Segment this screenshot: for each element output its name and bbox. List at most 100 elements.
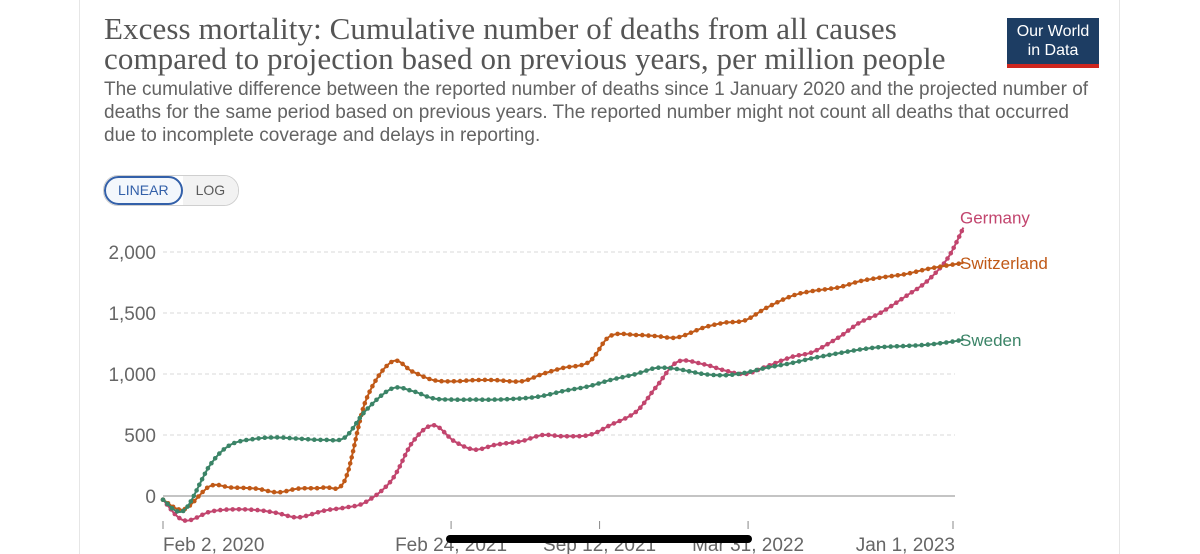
data-point-marker (338, 483, 344, 489)
data-point-marker (600, 341, 605, 347)
data-point-marker (894, 300, 899, 306)
data-point-marker (347, 461, 353, 466)
data-point-marker (470, 377, 475, 383)
data-point-marker (617, 418, 622, 424)
data-point-marker (883, 274, 888, 280)
data-point-marker (262, 435, 268, 441)
data-point-marker (644, 368, 649, 373)
data-point-marker (199, 477, 205, 482)
data-point-marker (405, 447, 411, 453)
data-point-marker (188, 499, 194, 504)
data-point-marker (604, 336, 609, 342)
data-point-marker (851, 348, 857, 353)
series-label-switzerland: Switzerland (960, 254, 1048, 273)
data-point-marker (221, 447, 227, 452)
data-point-marker (384, 363, 389, 369)
data-point-marker (649, 390, 654, 396)
data-point-marker (858, 278, 864, 284)
data-point-marker (753, 312, 759, 317)
data-point-marker (479, 446, 485, 452)
data-point-marker (346, 467, 352, 472)
data-point-marker (250, 436, 255, 442)
data-point-marker (285, 513, 291, 519)
data-point-marker (672, 361, 677, 367)
data-point-marker (228, 485, 234, 490)
data-point-marker (589, 356, 595, 362)
data-point-marker (835, 335, 841, 341)
y-tick-label: 2,000 (108, 243, 156, 264)
data-point-marker (309, 511, 315, 517)
data-point-marker (677, 358, 683, 364)
data-point-marker (467, 446, 473, 452)
data-point-marker (620, 374, 625, 380)
data-point-marker (464, 378, 469, 383)
data-point-marker (327, 485, 332, 491)
linear-scale-button[interactable]: LINEAR (104, 176, 183, 205)
data-point-marker (784, 356, 790, 361)
data-point-marker (197, 482, 202, 488)
data-point-marker (529, 395, 535, 400)
data-point-marker (249, 507, 254, 512)
data-point-marker (883, 307, 889, 312)
data-point-marker (383, 389, 389, 395)
data-point-marker (212, 456, 218, 461)
data-point-marker (950, 339, 955, 344)
data-point-marker (180, 508, 186, 514)
horizontal-scrollbar[interactable] (446, 535, 752, 543)
data-point-marker (531, 375, 537, 380)
data-point-marker (810, 288, 815, 294)
data-point-marker (523, 395, 528, 401)
chart-title: Excess mortality: Cumulative number of d… (104, 11, 946, 76)
series-label-germany: Germany (960, 209, 1030, 228)
data-point-marker (492, 397, 498, 402)
data-point-marker (218, 507, 223, 513)
data-point-marker (876, 345, 881, 350)
data-point-marker (857, 347, 863, 352)
data-point-marker (841, 332, 846, 337)
data-point-marker (476, 377, 482, 383)
log-scale-button[interactable]: LOG (182, 176, 239, 205)
data-point-marker (517, 396, 522, 401)
data-point-marker (956, 338, 961, 343)
data-point-marker (660, 375, 665, 381)
data-point-marker (437, 425, 442, 431)
data-point-marker (864, 277, 870, 283)
data-point-marker (646, 333, 651, 338)
data-point-marker (436, 396, 442, 402)
data-point-marker (528, 436, 533, 441)
data-point-marker (682, 332, 688, 338)
data-point-marker (461, 397, 467, 403)
data-point-marker (290, 487, 295, 492)
data-point-marker (376, 373, 382, 378)
data-point-marker (488, 377, 494, 383)
data-point-marker (441, 429, 447, 435)
data-point-marker (736, 371, 741, 377)
data-point-marker (358, 502, 363, 507)
data-point-marker (209, 460, 214, 466)
data-point-marker (425, 424, 431, 430)
data-point-marker (389, 386, 394, 392)
data-point-marker (895, 273, 901, 278)
data-point-marker (708, 363, 713, 369)
data-point-marker (194, 515, 200, 520)
owid-logo[interactable]: Our World in Data (1007, 18, 1099, 68)
frame-right-border (1119, 0, 1120, 554)
data-point-marker (362, 400, 368, 406)
data-point-marker (959, 228, 965, 234)
logo-line-1: Our World (1016, 23, 1090, 40)
data-point-marker (369, 496, 374, 501)
data-point-marker (430, 396, 436, 401)
data-point-marker (297, 514, 303, 520)
data-point-marker (211, 508, 217, 514)
data-point-marker (664, 370, 669, 376)
data-point-marker (383, 484, 389, 490)
data-point-marker (350, 449, 356, 454)
data-point-marker (308, 486, 314, 491)
data-point-marker (333, 506, 339, 512)
data-point-marker (486, 397, 491, 403)
data-point-marker (534, 434, 539, 439)
series-germany (160, 227, 965, 523)
data-point-marker (772, 363, 777, 369)
data-point-marker (549, 368, 554, 374)
data-point-marker (566, 387, 571, 393)
